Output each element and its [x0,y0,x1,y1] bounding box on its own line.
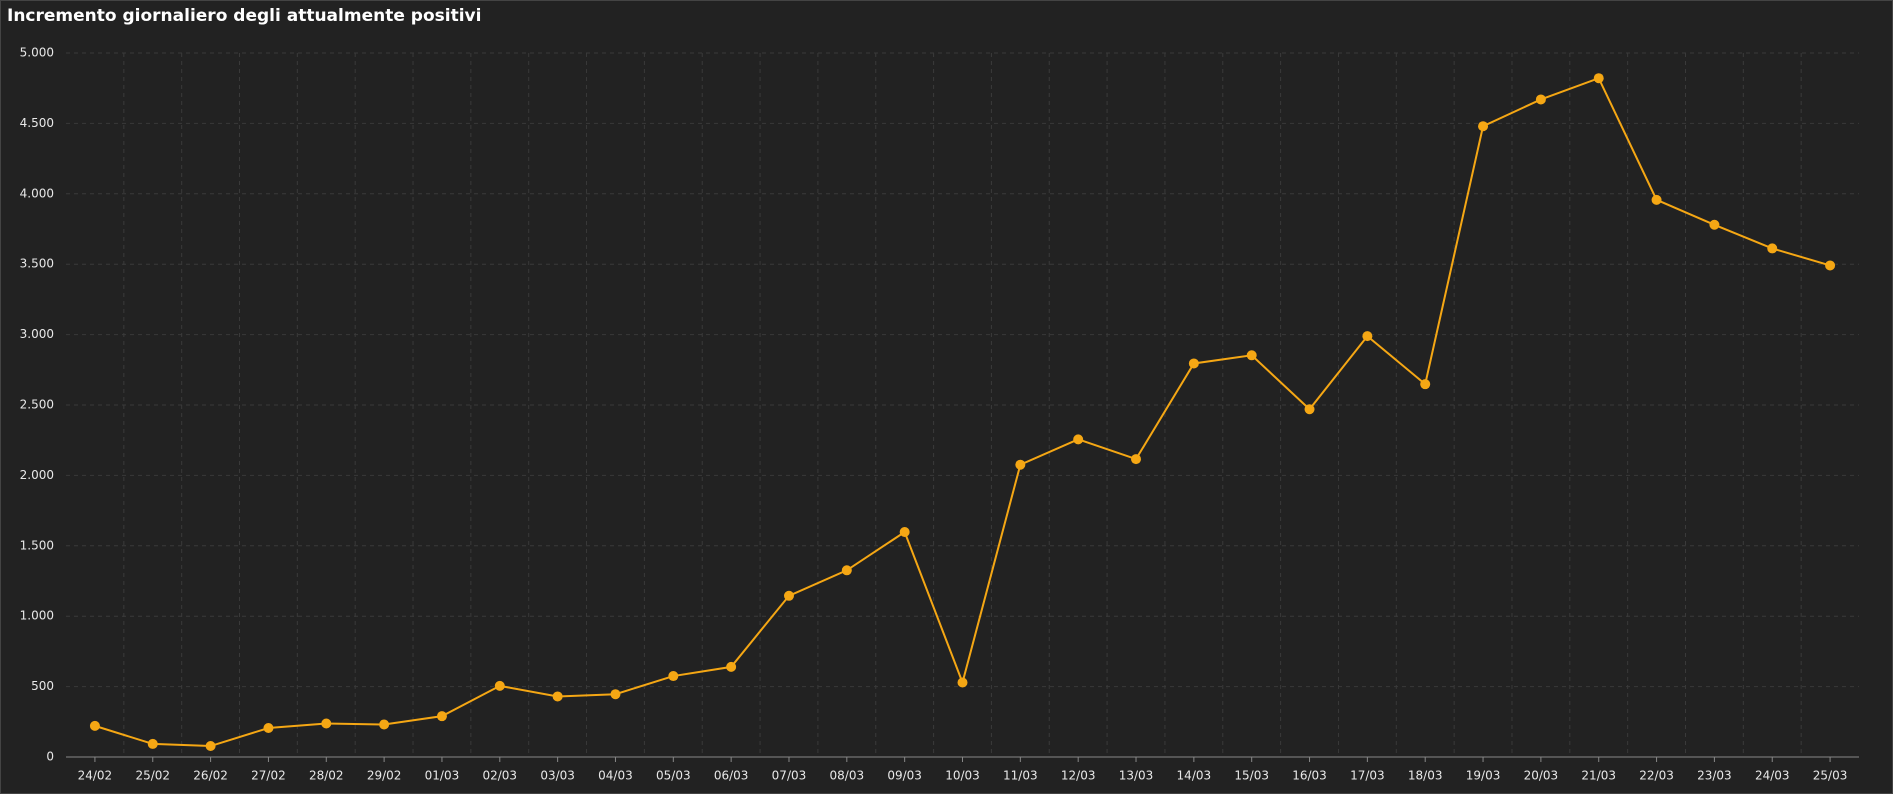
point [1131,454,1142,465]
point [147,738,158,749]
y-tick-label: 2.500 [20,398,54,412]
x-tick-label: 18/03 [1408,769,1443,783]
x-tick-label: 07/03 [772,769,807,783]
x-tick-label: 08/03 [830,769,865,783]
point [1709,219,1720,230]
x-tick-label: 25/02 [135,769,170,783]
y-tick-label: 2.000 [20,468,54,482]
x-tick-label: 10/03 [945,769,980,783]
x-tick-label: 29/02 [367,769,402,783]
y-tick-label: 3.000 [20,327,54,341]
x-tick-label: 16/03 [1292,769,1327,783]
point [1015,459,1026,470]
point [1478,121,1489,132]
point [1767,243,1778,254]
point [1246,350,1257,361]
x-tick-label: 12/03 [1061,769,1096,783]
y-tick-label: 5.000 [20,46,54,60]
point [899,527,910,538]
point [436,711,447,722]
x-tick-label: 23/03 [1697,769,1732,783]
y-tick-label: 1.000 [20,609,54,623]
x-tick-label: 24/02 [78,769,113,783]
point [1420,379,1431,390]
y-tick-label: 4.000 [20,186,54,200]
chart-title: Incremento giornaliero degli attualmente… [7,6,481,26]
x-tick-label: 02/03 [482,769,517,783]
point [726,661,737,672]
point [89,720,100,731]
point [783,590,794,601]
y-tick-label: 1.500 [20,538,54,552]
point [1593,73,1604,84]
point [321,718,332,729]
x-tick-label: 26/02 [193,769,228,783]
point [494,680,505,691]
x-tick-label: 04/03 [598,769,633,783]
x-tick-label: 20/03 [1524,769,1559,783]
point [205,741,216,752]
point [1535,94,1546,105]
x-tick-label: 24/03 [1755,769,1790,783]
x-tick-label: 21/03 [1581,769,1616,783]
point [668,671,679,682]
x-tick-label: 15/03 [1234,769,1269,783]
point [1304,404,1315,415]
x-tick-label: 11/03 [1003,769,1038,783]
x-tick-label: 06/03 [714,769,749,783]
y-tick-label: 3.500 [20,257,54,271]
x-tick-label: 22/03 [1639,769,1674,783]
x-tick-label: 01/03 [425,769,460,783]
point [379,719,390,730]
point [1188,358,1199,369]
x-tick-label: 28/02 [309,769,344,783]
x-tick-label: 27/02 [251,769,286,783]
x-tick-label: 13/03 [1119,769,1154,783]
point [263,722,274,733]
x-tick-label: 25/03 [1813,769,1848,783]
y-tick-label: 0 [46,750,54,764]
point [552,691,563,702]
y-tick-label: 500 [31,679,54,693]
point [957,677,968,688]
point [1362,331,1373,342]
point [1651,194,1662,205]
x-tick-label: 19/03 [1466,769,1501,783]
point [610,689,621,700]
y-tick-label: 4.500 [20,116,54,130]
x-tick-label: 09/03 [887,769,922,783]
point [841,565,852,576]
point [1825,260,1836,271]
x-tick-label: 03/03 [540,769,575,783]
x-tick-label: 17/03 [1350,769,1385,783]
x-tick-label: 05/03 [656,769,691,783]
x-tick-label: 14/03 [1177,769,1212,783]
point [1073,434,1084,445]
